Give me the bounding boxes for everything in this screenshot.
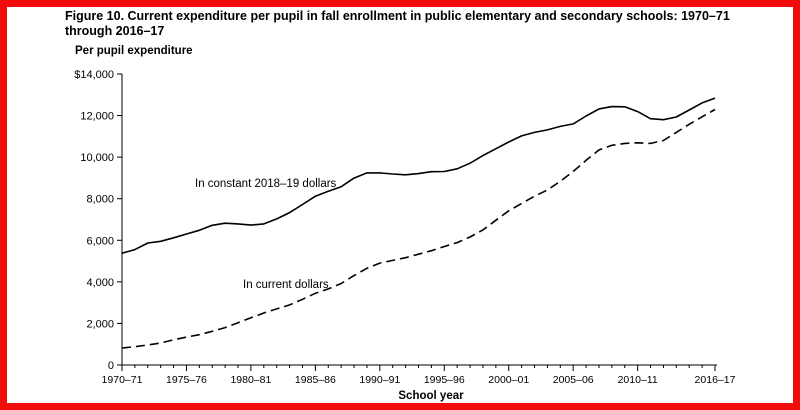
x-tick-label: 2005–06 [553,374,594,386]
y-tick-label: 8,000 [86,194,114,206]
x-axis-label: School year [398,390,464,402]
x-tick-label: 1995–96 [424,374,465,386]
x-tick-label: 2016–17 [695,374,736,386]
current-dollars-line [121,108,716,349]
x-tick-label: 2010–11 [618,374,658,386]
y-tick-label: 4,000 [86,277,114,289]
x-tick-label: 1975–76 [166,374,207,386]
x-tick-label: 1970–71 [102,374,143,386]
x-tick-label: 1985–86 [295,374,336,386]
y-tick-label: 12,000 [80,111,114,123]
x-tick-label: 2000–01 [488,374,529,386]
x-tick-label: 1990–91 [359,374,400,386]
x-tick-label: 1980–81 [230,374,271,386]
y-tick-label: $14,000 [74,69,114,81]
constant-dollars-line [121,97,716,254]
y-tick-label: 6,000 [86,235,114,247]
y-axis-label: Per pupil expenditure [75,45,193,57]
y-tick-label: 0 [108,360,114,372]
y-tick-label: 2,000 [86,318,114,330]
current-dollars-label: In current dollars [243,279,329,291]
y-tick-label: 10,000 [80,152,114,164]
constant-dollars-label: In constant 2018–19 dollars [195,178,337,190]
chart-title: Figure 10. Current expenditure per pupil… [65,9,730,38]
